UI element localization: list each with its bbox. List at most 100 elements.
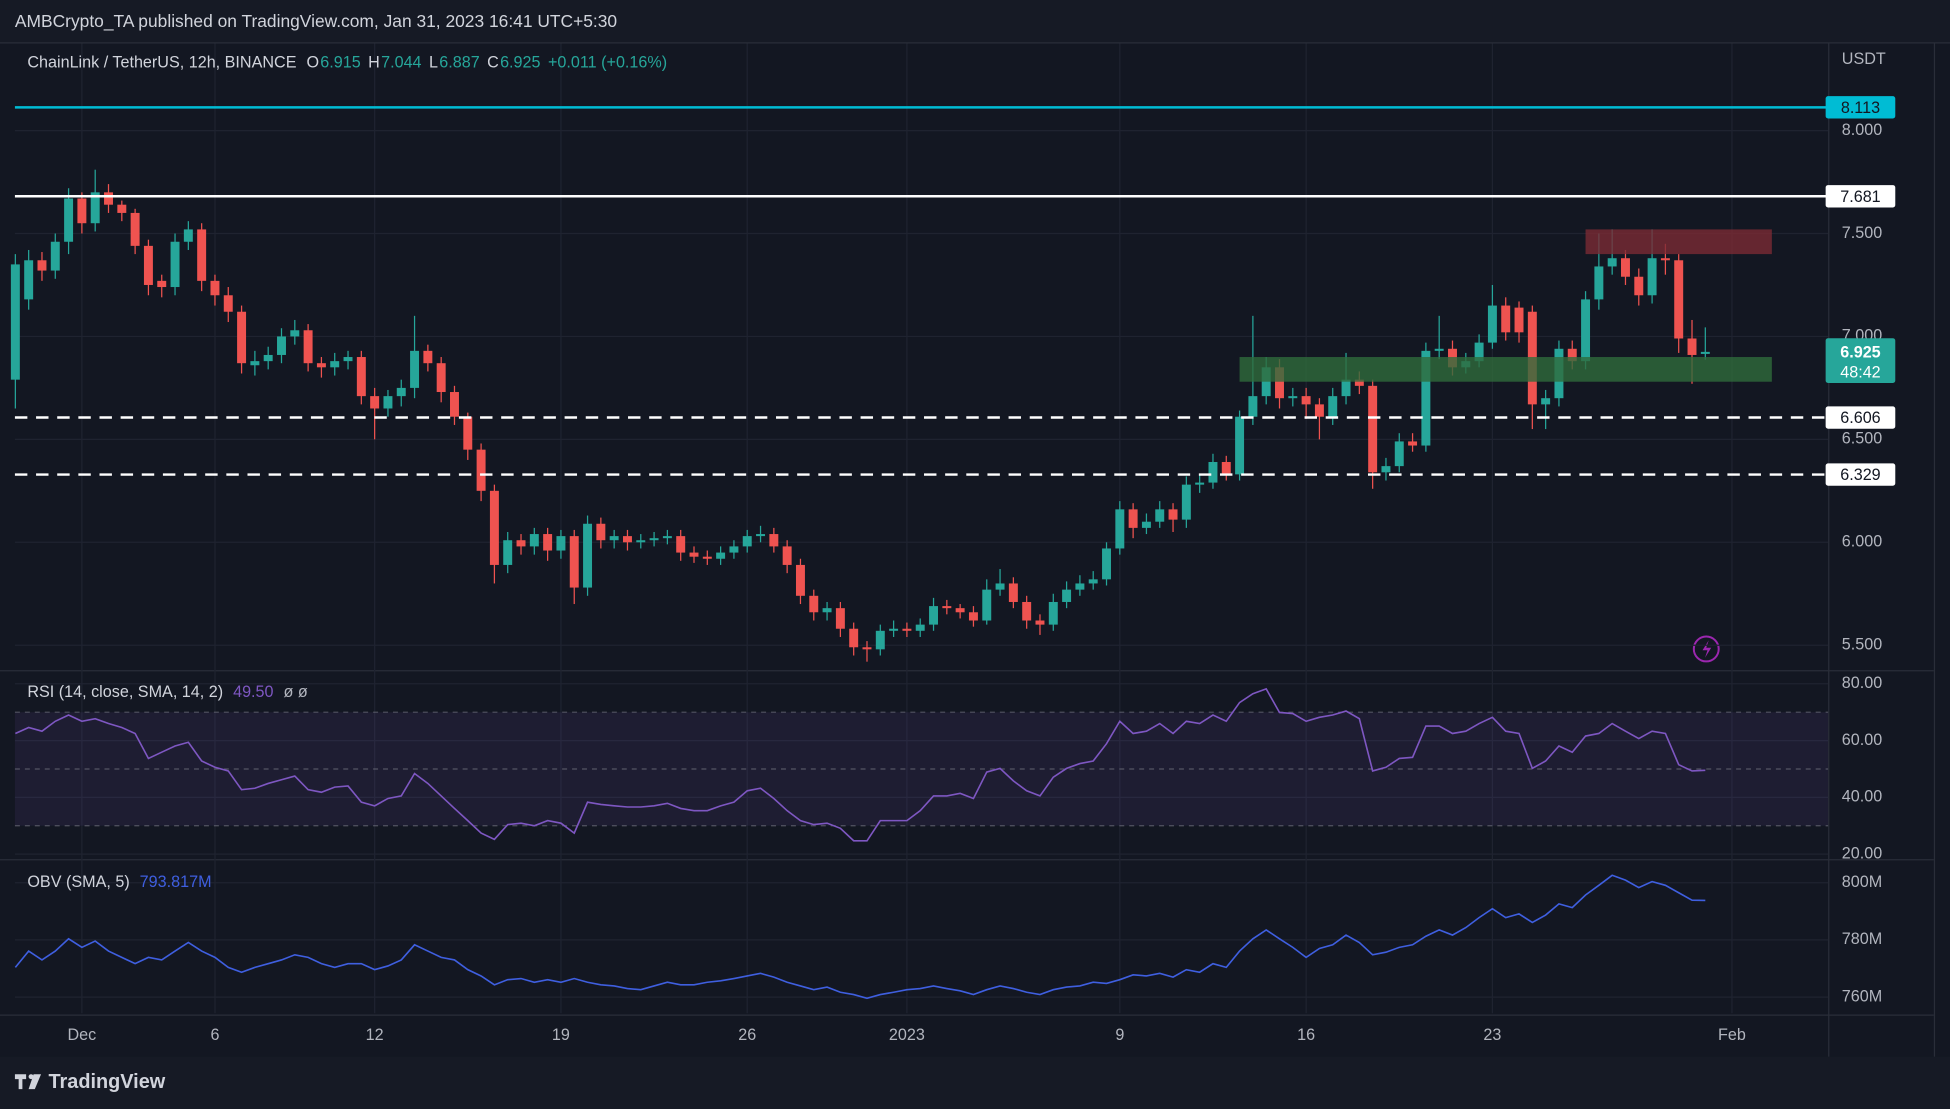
price-level-box: [1825, 185, 1896, 208]
candle-body: [835, 608, 845, 629]
candle-body: [915, 624, 925, 631]
y-tick-label: 7.500: [1842, 224, 1882, 242]
candle-body: [183, 229, 193, 242]
ohlc-key: L: [429, 54, 438, 72]
candle-body: [1181, 484, 1191, 520]
candle-body: [143, 245, 153, 285]
ohlc-key: H: [368, 54, 380, 72]
candle-body: [1102, 548, 1111, 580]
candle-body: [1048, 601, 1058, 625]
zone: [1585, 229, 1772, 255]
candle-body: [37, 260, 47, 271]
candle-body: [157, 280, 167, 288]
candle-body: [117, 204, 127, 213]
candle-body: [1208, 462, 1218, 483]
candle-body: [316, 363, 326, 368]
x-tick-label: 12: [366, 1026, 384, 1044]
candle-body: [130, 212, 140, 246]
ohlc-key: O: [306, 54, 319, 72]
x-tick-label: 16: [1297, 1026, 1315, 1044]
x-tick-label: 19: [552, 1026, 570, 1044]
brand-logo: [14, 1074, 42, 1090]
candle-body: [77, 198, 87, 224]
candle-body: [729, 546, 739, 553]
candle-body: [383, 396, 393, 409]
candle-body: [1275, 367, 1284, 399]
candle-body: [1288, 396, 1298, 399]
candle-body: [955, 608, 965, 613]
candle-body: [516, 540, 526, 547]
candle-body: [1008, 583, 1018, 602]
candle-body: [1195, 482, 1205, 485]
logo-part: [28, 1074, 34, 1080]
ohlc-key: C: [487, 54, 499, 72]
candle-body: [889, 628, 899, 631]
logo-part: [28, 1074, 42, 1090]
candle-body: [702, 556, 712, 559]
alert-bolt: [1702, 640, 1712, 658]
candle-body: [769, 534, 779, 547]
candle-body: [170, 241, 180, 288]
candle-body: [649, 538, 659, 541]
candle-body: [795, 564, 805, 596]
candle-body: [622, 536, 632, 543]
candle-body: [64, 198, 74, 242]
x-tick-label: 23: [1483, 1026, 1501, 1044]
candle-body: [1022, 601, 1032, 621]
top-bar: [0, 0, 1950, 43]
candle-body: [636, 540, 646, 543]
candle-body: [689, 552, 699, 557]
x-tick-label: 9: [1115, 1026, 1124, 1044]
candle-body: [423, 350, 433, 364]
candle-body: [223, 295, 233, 312]
candle-body: [370, 396, 380, 409]
candle-body: [1501, 305, 1511, 333]
candle-body: [330, 361, 340, 368]
candle-body: [1687, 338, 1697, 355]
candle-body: [1381, 466, 1391, 473]
price-unit: USDT: [1842, 50, 1886, 68]
price-level-label: 8.113: [1841, 99, 1880, 117]
candle-body: [556, 536, 566, 551]
publisher: AMBCrypto_TA published on TradingView.co…: [15, 11, 617, 31]
candle-body: [24, 260, 34, 300]
y-tick-label: 40.00: [1842, 788, 1882, 806]
candle-body: [210, 280, 220, 296]
candle-body: [1221, 462, 1231, 475]
candle-body: [849, 628, 859, 648]
candle-body: [902, 628, 912, 631]
rsi-value: 49.50: [233, 683, 273, 701]
x-tick-label: 2023: [889, 1026, 925, 1044]
candle-body: [1647, 258, 1657, 296]
candle-body: [1474, 342, 1484, 362]
candle-body: [782, 546, 792, 565]
price-level-box: [1825, 463, 1896, 486]
candle-body: [1634, 276, 1644, 296]
candle-body: [290, 330, 300, 337]
candle-body: [596, 523, 606, 541]
y-tick-label: 80.00: [1842, 674, 1882, 692]
candle-body: [569, 536, 579, 588]
candle-body: [410, 350, 420, 388]
candle-body: [1594, 266, 1604, 300]
current-price: 6.925: [1840, 343, 1880, 361]
candle-body: [583, 523, 593, 588]
candle-body: [1248, 396, 1258, 417]
candle-body: [277, 336, 286, 355]
candle-body: [1328, 396, 1338, 417]
candle-body: [1674, 260, 1684, 339]
candle-body: [303, 330, 313, 364]
obv-value: 793.817M: [140, 873, 212, 891]
candle-body: [1354, 379, 1364, 386]
candle-body: [356, 357, 366, 397]
x-tick-label: Dec: [68, 1026, 97, 1044]
candle-body: [237, 311, 247, 364]
candle-body: [263, 354, 273, 362]
candle-body: [197, 229, 207, 281]
y-tick-label: 780M: [1842, 930, 1882, 948]
candle-body: [50, 241, 60, 271]
candle-body: [489, 490, 499, 565]
candle-body: [862, 647, 872, 650]
candle-body: [463, 416, 473, 450]
